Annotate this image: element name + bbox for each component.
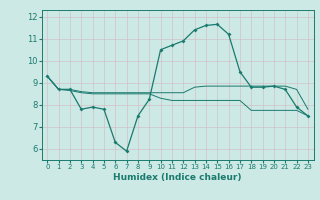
- X-axis label: Humidex (Indice chaleur): Humidex (Indice chaleur): [113, 173, 242, 182]
